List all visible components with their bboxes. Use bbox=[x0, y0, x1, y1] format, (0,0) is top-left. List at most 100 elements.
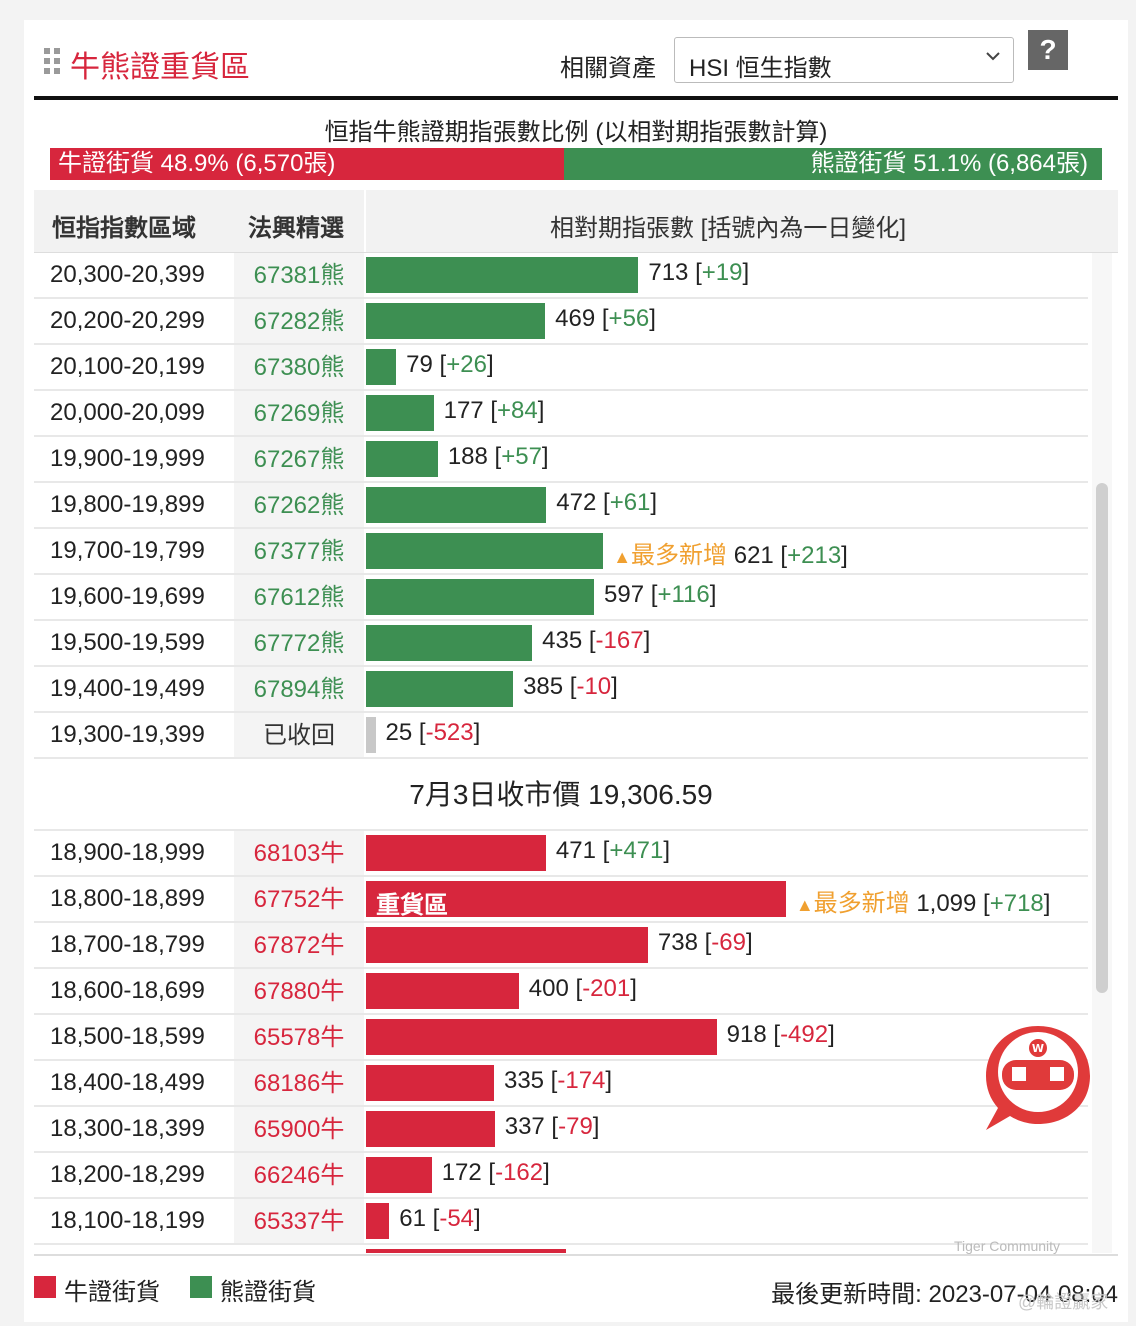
contracts-bar bbox=[366, 1065, 494, 1101]
range-cell: 18,300-18,399 bbox=[50, 1115, 205, 1142]
contracts-bar bbox=[366, 533, 604, 569]
table-row[interactable]: 18,300-18,399 65900牛 337 [-79] bbox=[34, 1107, 1088, 1153]
contracts-bar bbox=[366, 1203, 390, 1239]
warrant-code-link[interactable]: 67269熊 bbox=[234, 391, 364, 435]
daily-change: -167 bbox=[595, 627, 644, 654]
watermark-community: Tiger Community bbox=[954, 1238, 1061, 1254]
warrant-code-link[interactable]: 65337牛 bbox=[234, 1199, 364, 1243]
contracts-number: 172 bbox=[441, 1159, 482, 1186]
contracts-bar: 重貨區 bbox=[366, 881, 786, 919]
contracts-bar bbox=[366, 717, 376, 753]
range-cell: 19,900-19,999 bbox=[50, 445, 205, 472]
header-range: 恒指指數區域 bbox=[52, 215, 196, 242]
range-cell: 18,400-18,499 bbox=[50, 1069, 205, 1096]
daily-change: +471 bbox=[609, 837, 664, 864]
ratio-bear-segment: 熊證街貨 51.1% (6,864張) bbox=[564, 148, 1102, 180]
asset-label: 相關資產 bbox=[560, 55, 656, 82]
scrollbar-thumb[interactable] bbox=[1096, 483, 1108, 993]
warrant-code-link[interactable]: 67262熊 bbox=[234, 483, 364, 527]
panel-title: 牛熊證重貨區 bbox=[70, 51, 250, 84]
warrant-code-link[interactable]: 67894熊 bbox=[234, 667, 364, 711]
contracts-bar bbox=[366, 349, 397, 385]
help-button[interactable]: ? bbox=[1028, 30, 1068, 70]
up-triangle-icon: ▲ bbox=[613, 547, 632, 567]
table-row[interactable]: 20,100-20,199 67380熊 79 [+26] bbox=[34, 345, 1088, 391]
warrant-code-link[interactable]: 67872牛 bbox=[234, 923, 364, 967]
asset-select-value: HSI 恒生指數 bbox=[689, 55, 832, 82]
warrant-code-link[interactable]: 67772熊 bbox=[234, 621, 364, 665]
table-row[interactable]: 18,600-18,699 67880牛 400 [-201] bbox=[34, 969, 1088, 1015]
range-cell: 19,400-19,499 bbox=[50, 675, 205, 702]
table-row[interactable]: 19,900-19,999 67267熊 188 [+57] bbox=[34, 437, 1088, 483]
table-row[interactable]: 20,000-20,099 67269熊 177 [+84] bbox=[34, 391, 1088, 437]
daily-change: +718 bbox=[989, 890, 1044, 917]
warrant-code-link: 已收回 bbox=[234, 713, 364, 757]
svg-text:W: W bbox=[1032, 1042, 1044, 1055]
warrant-code-link[interactable]: 67752牛 bbox=[234, 877, 364, 921]
contracts-number: 188 bbox=[447, 443, 488, 470]
daily-change: +116 bbox=[657, 581, 710, 608]
heavy-zone-label: 重貨區 bbox=[376, 892, 448, 919]
warrant-code-link[interactable]: 67381熊 bbox=[234, 253, 364, 297]
contracts-value: 471 [+471] bbox=[555, 837, 671, 864]
warrant-code-link[interactable]: 67612熊 bbox=[234, 575, 364, 619]
range-cell: 20,000-20,099 bbox=[50, 399, 205, 426]
contracts-bar bbox=[366, 395, 434, 431]
warrant-code-link[interactable]: 67380熊 bbox=[234, 345, 364, 389]
warrant-code-link[interactable]: 65578牛 bbox=[234, 1015, 364, 1059]
daily-change: -201 bbox=[582, 975, 631, 1002]
table-body[interactable]: 20,300-20,399 67381熊 713 [+19] 20,200-20,29… bbox=[34, 253, 1088, 1253]
contracts-number: 738 bbox=[657, 929, 698, 956]
contracts-value: 918 [-492] bbox=[726, 1021, 835, 1048]
chat-bot-icon[interactable]: W bbox=[980, 1020, 1096, 1136]
warrant-code-link[interactable]: 67377熊 bbox=[234, 529, 364, 573]
daily-change: -492 bbox=[780, 1021, 829, 1048]
contracts-value: 597 [+116] bbox=[604, 581, 717, 608]
table-row[interactable]: 19,500-19,599 67772熊 435 [-167] bbox=[34, 621, 1088, 667]
table-row[interactable]: 19,700-19,799 67377熊 ▲最多新增 621 [+213] bbox=[34, 529, 1088, 575]
table-row[interactable]: 18,500-18,599 65578牛 918 [-492] bbox=[34, 1015, 1088, 1061]
table-row[interactable]: 18,200-18,299 66246牛 172 [-162] bbox=[34, 1153, 1088, 1199]
contracts-number: 918 bbox=[726, 1021, 767, 1048]
table-row[interactable]: 18,400-18,499 68186牛 335 [-174] bbox=[34, 1061, 1088, 1107]
most-added-tag: 最多新增 bbox=[631, 542, 728, 569]
range-cell: 20,300-20,399 bbox=[50, 261, 205, 288]
range-cell: 19,800-19,899 bbox=[50, 491, 205, 518]
contracts-bar-partial bbox=[366, 1249, 566, 1253]
contracts-value: 472 [+61] bbox=[556, 489, 658, 516]
warrant-code-link[interactable]: 68103牛 bbox=[234, 831, 364, 875]
contracts-number: 621 bbox=[733, 542, 774, 569]
warrant-code-link[interactable]: 67267熊 bbox=[234, 437, 364, 481]
range-cell: 18,500-18,599 bbox=[50, 1023, 205, 1050]
table-header: 恒指指數區域 法興精選 相對期指張數 [括號內為一日變化] bbox=[34, 190, 1118, 253]
range-cell: 20,200-20,299 bbox=[50, 307, 205, 334]
table-row[interactable]: 20,300-20,399 67381熊 713 [+19] bbox=[34, 253, 1088, 299]
warrant-code-link[interactable]: 67282熊 bbox=[234, 299, 364, 343]
table-row[interactable]: 19,800-19,899 67262熊 472 [+61] bbox=[34, 483, 1088, 529]
contracts-value: 337 [-79] bbox=[504, 1113, 600, 1140]
asset-select[interactable]: HSI 恒生指數 bbox=[674, 37, 1014, 83]
warrant-code-link[interactable]: 67880牛 bbox=[234, 969, 364, 1013]
table-row[interactable]: 18,700-18,799 67872牛 738 [-69] bbox=[34, 923, 1088, 969]
table-row[interactable]: 19,600-19,699 67612熊 597 [+116] bbox=[34, 575, 1088, 621]
legend-bear-label: 熊證街貨 bbox=[220, 1279, 316, 1306]
table-row[interactable]: 18,900-18,999 68103牛 471 [+471] bbox=[34, 831, 1088, 877]
table-row[interactable]: 18,100-18,199 65337牛 61 [-54] bbox=[34, 1199, 1088, 1245]
table-row[interactable]: 18,800-18,899 67752牛 重貨區 ▲最多新增 1,099 [+718] bbox=[34, 877, 1088, 923]
contracts-number: 400 bbox=[528, 975, 569, 1002]
daily-change: +84 bbox=[497, 397, 538, 424]
contracts-number: 177 bbox=[443, 397, 484, 424]
drag-grip-icon[interactable] bbox=[44, 48, 62, 76]
header-pick: 法興精選 bbox=[248, 215, 344, 242]
contracts-value: ▲最多新增 1,099 [+718] bbox=[795, 890, 1051, 917]
table-row[interactable]: 19,300-19,399 已收回 25 [-523] bbox=[34, 713, 1088, 759]
warrant-code-link[interactable]: 65900牛 bbox=[234, 1107, 364, 1151]
header-contracts: 相對期指張數 [括號內為一日變化] bbox=[550, 215, 907, 242]
table-row[interactable]: 19,400-19,499 67894熊 385 [-10] bbox=[34, 667, 1088, 713]
warrant-code-link[interactable]: 66246牛 bbox=[234, 1153, 364, 1197]
ratio-bull-segment: 牛證街貨 48.9% (6,570張) bbox=[50, 148, 565, 180]
warrant-code-link[interactable]: 68186牛 bbox=[234, 1061, 364, 1105]
table-row[interactable]: 20,200-20,299 67282熊 469 [+56] bbox=[34, 299, 1088, 345]
contracts-number: 1,099 bbox=[916, 890, 977, 917]
daily-change: -174 bbox=[557, 1067, 606, 1094]
